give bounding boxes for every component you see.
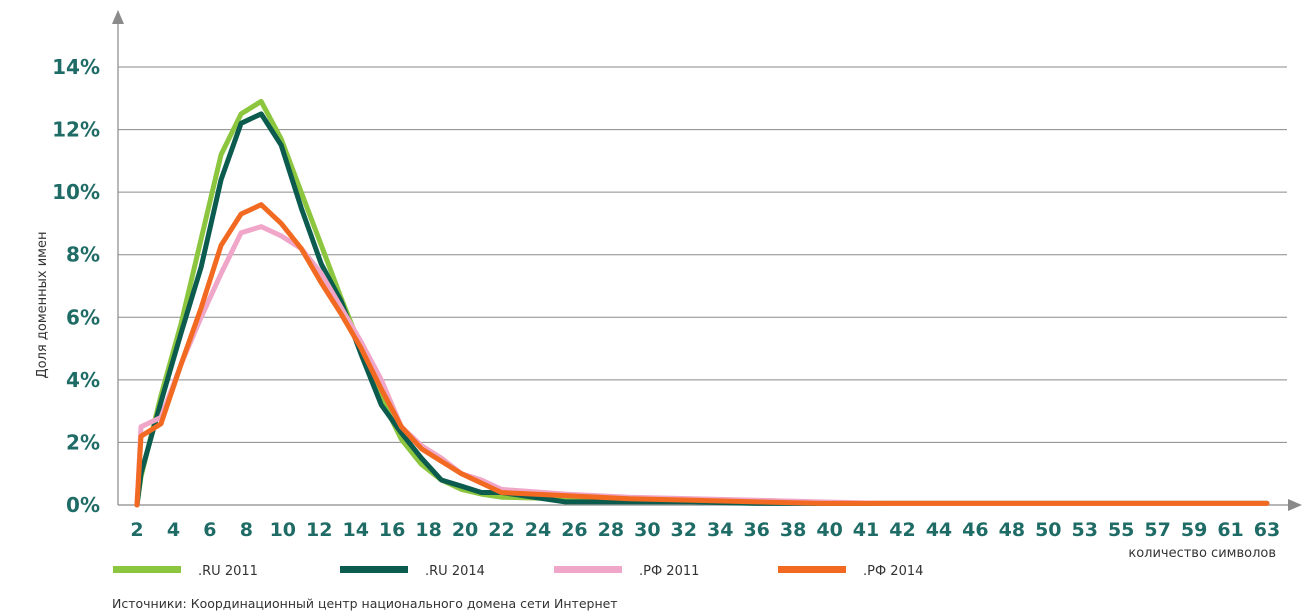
x-tick-label: 38 [780,519,806,541]
x-axis-label: количество символов [1128,546,1276,561]
x-tick-label: 26 [561,519,587,541]
x-axis-arrow-icon [1288,499,1302,511]
x-tick-label: 4 [167,519,180,541]
x-tick-label: 41 [853,519,879,541]
x-tick-label: 16 [379,519,405,541]
x-tick-label: 50 [1035,519,1061,541]
series-line-рф2014 [134,202,1270,508]
legend-swatch [778,566,846,573]
legend-label: .РФ 2014 [863,564,923,579]
legend-label: .RU 2014 [425,564,485,579]
x-tick-label: 63 [1254,519,1280,541]
x-tick-label: 59 [1181,519,1207,541]
x-tick-label: 40 [816,519,842,541]
x-tick-label: 6 [203,519,216,541]
x-tick-label: 44 [926,519,952,541]
x-tick-label: 32 [671,519,697,541]
series-line-ru2014 [134,111,1270,508]
series-line-ru2011 [134,98,1270,508]
x-tick-label: 18 [415,519,441,541]
x-tick-label: 55 [1108,519,1134,541]
x-tick-label: 42 [889,519,915,541]
y-tick-label: 4% [66,368,100,392]
y-tick-labels: 0% 2% 4% 6% 8% 10% 12% 14% [52,55,100,517]
x-tick-label: 8 [240,519,253,541]
y-axis-label: Доля доменных имен [35,232,50,379]
y-tick-label: 12% [52,118,100,142]
legend-label: .RU 2011 [198,564,258,579]
x-tick-label: 14 [342,519,368,541]
legend-swatch [113,566,181,573]
x-tick-label: 36 [743,519,769,541]
y-tick-label: 10% [52,180,100,204]
x-tick-label: 53 [1072,519,1098,541]
y-tick-label: 2% [66,430,100,454]
y-tick-label: 6% [66,305,100,329]
x-tick-label: 57 [1144,519,1170,541]
y-tick-label: 14% [52,55,100,79]
x-tick-labels: 2 4 6 8 10 12 14 16 18 20 22 24 26 28 30 32 34 36 38 40 41 42… [130,519,1280,541]
y-tick-label: 8% [66,243,100,267]
x-tick-label: 24 [525,519,551,541]
series-lines [134,98,1270,508]
y-tick-label: 0% [66,493,100,517]
x-tick-label: 2 [130,519,143,541]
source-note: Источники: Координационный центр национа… [112,596,618,611]
x-tick-label: 22 [488,519,514,541]
series-line-рф2011 [134,224,1270,508]
x-tick-label: 30 [634,519,660,541]
gridlines [118,66,1287,443]
x-tick-label: 12 [306,519,332,541]
legend-swatch [554,566,622,573]
legend: .RU 2011 .RU 2014 .РФ 2011 .РФ 2014 [113,564,923,579]
x-tick-label: 46 [962,519,988,541]
y-axis-arrow-icon [112,10,124,24]
axes [112,10,1302,511]
x-tick-label: 61 [1217,519,1243,541]
legend-swatch [340,566,408,573]
legend-label: .РФ 2011 [639,564,699,579]
x-tick-label: 28 [598,519,624,541]
x-tick-label: 20 [452,519,478,541]
x-tick-label: 10 [270,519,296,541]
x-tick-label: 34 [707,519,733,541]
x-tick-label: 48 [999,519,1025,541]
